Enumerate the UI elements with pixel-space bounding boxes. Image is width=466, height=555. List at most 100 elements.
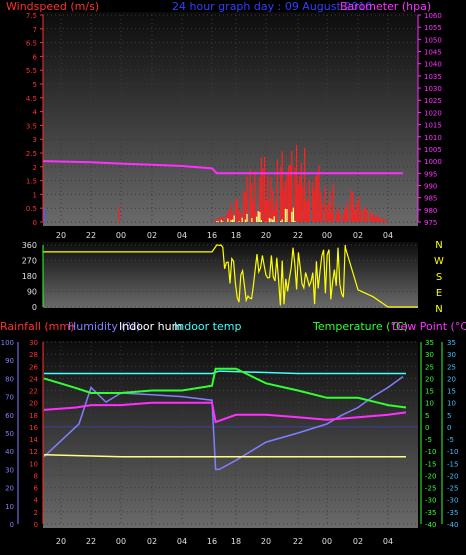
humidity-tick-label: 20	[5, 485, 14, 493]
barometer-tick-label: 1025	[424, 97, 442, 105]
humidity-tick-label: 0	[10, 521, 14, 529]
top-time-tick-label: 04	[383, 231, 393, 240]
barometer-tick-label: 1060	[424, 12, 442, 20]
rainfall-tick-label: 16	[29, 424, 38, 432]
dew-point-tick-label: 5	[447, 412, 451, 420]
dew-point-tick-label: -5	[447, 436, 454, 444]
wind-direction-line	[43, 244, 418, 308]
bottom-time-tick-label: 22	[293, 537, 303, 546]
rainfall-tick-label: 22	[29, 388, 38, 396]
temperature-label: Temperature (°C)	[312, 320, 408, 333]
dew-point-tick-label: 30	[447, 351, 456, 359]
temperature-tick-label: 30	[425, 351, 434, 359]
bottom-time-tick-label: 00	[116, 537, 126, 546]
indoor-hum-label: Indoor hum	[119, 320, 182, 333]
humidity-tick-label: 80	[5, 375, 14, 383]
barometer-tick-label: 1030	[424, 85, 442, 93]
windspeed-tick-label: 4.5	[26, 95, 37, 103]
barometer-line	[42, 160, 403, 175]
rainfall-tick-label: 6	[34, 485, 39, 493]
windspeed-tick-label: 3	[33, 136, 37, 144]
barometer-tick-label: 1055	[424, 24, 442, 32]
top-time-tick-label: 02	[147, 231, 157, 240]
rainfall-tick-label: 14	[29, 436, 38, 444]
temperature-tick-label: -10	[425, 448, 436, 456]
humidity-label: Humidity (%)	[68, 320, 140, 333]
rainfall-label: Rainfall (mm)	[0, 320, 74, 333]
windspeed-tick-label: 5.5	[26, 67, 37, 75]
dew-point-tick-label: 10	[447, 400, 456, 408]
bottom-time-tick-label: 20	[56, 537, 66, 546]
direction-tick-label: 270	[22, 257, 37, 266]
windspeed-tick-label: 3.5	[26, 122, 37, 130]
barometer-tick-label: 1035	[424, 73, 442, 81]
rainfall-tick-label: 4	[34, 497, 39, 505]
temperature-tick-label: -5	[425, 436, 432, 444]
rainfall-tick-label: 20	[29, 400, 38, 408]
barometer-tick-label: 975	[424, 219, 437, 227]
humidity-tick-label: 10	[5, 503, 14, 511]
dew-point-tick-label: -20	[447, 472, 458, 480]
barometer-tick-label: 1015	[424, 122, 442, 130]
dew-point-tick-label: 0	[447, 424, 451, 432]
humidity-tick-label: 50	[5, 430, 14, 438]
rainfall-tick-label: 0	[34, 521, 38, 529]
humidity-tick-label: 70	[5, 394, 14, 402]
dew-point-tick-label: -30	[447, 497, 458, 505]
top-time-tick-label: 22	[86, 231, 96, 240]
top-time-tick-label: 20	[56, 231, 66, 240]
top-time-tick-label: 16	[207, 231, 217, 240]
compass-letter: E	[436, 288, 442, 299]
top-time-tick-label: 04	[177, 231, 187, 240]
windspeed-tick-label: 7.5	[26, 12, 37, 20]
top-time-tick-label: 18	[231, 231, 241, 240]
compass-letter: S	[436, 272, 442, 283]
humidity-tick-label: 90	[5, 357, 14, 365]
temperature-tick-label: -25	[425, 485, 436, 493]
barometer-tick-label: 1045	[424, 49, 442, 57]
dew-point-line	[43, 401, 407, 424]
indoor-temp-label: Indoor temp	[174, 320, 241, 333]
windspeed-tick-label: 6	[33, 53, 38, 61]
direction-tick-label: 90	[27, 288, 37, 297]
temperature-tick-label: 10	[425, 400, 434, 408]
humidity-line	[43, 375, 404, 471]
compass-letter: W	[434, 256, 444, 267]
top-time-tick-label: 00	[116, 231, 126, 240]
rainfall-tick-label: 18	[29, 412, 38, 420]
bottom-time-tick-label: 00	[322, 537, 332, 546]
barometer-tick-label: 1000	[424, 158, 442, 166]
rainfall-tick-label: 28	[29, 351, 38, 359]
barometer-tick-label: 1010	[424, 134, 442, 142]
barometer-tick-label: 1050	[424, 36, 442, 44]
dew-point-tick-label: -15	[447, 460, 458, 468]
temperature-tick-label: 35	[425, 339, 434, 347]
windspeed-tick-label: 2.5	[26, 150, 37, 158]
dew-point-tick-label: 15	[447, 388, 456, 396]
windspeed-tick-label: 1	[33, 191, 37, 199]
temperature-tick-label: 25	[425, 363, 434, 371]
temperature-tick-label: 0	[425, 424, 429, 432]
rainfall-tick-label: 8	[34, 472, 38, 480]
windspeed-tick-label: 5	[33, 81, 37, 89]
bottom-time-tick-label: 22	[86, 537, 96, 546]
barometer-axis-title: Barometer (hpa)	[340, 0, 431, 13]
barometer-tick-label: 985	[424, 195, 437, 203]
temperature-tick-label: 5	[425, 412, 429, 420]
barometer-tick-label: 980	[424, 207, 437, 215]
windspeed-tick-label: 6.5	[26, 40, 37, 48]
rainfall-tick-label: 26	[29, 363, 38, 371]
dew-point-tick-label: 35	[447, 339, 456, 347]
bottom-time-tick-label: 02	[147, 537, 157, 546]
rainfall-tick-label: 12	[29, 448, 38, 456]
windspeed-tick-label: 2	[33, 164, 37, 172]
barometer-tick-label: 1005	[424, 146, 442, 154]
temperature-tick-label: -40	[425, 521, 436, 529]
humidity-tick-label: 60	[5, 412, 14, 420]
windspeed-axis-title: Windspeed (m/s)	[6, 0, 99, 13]
dew-point-tick-label: 25	[447, 363, 456, 371]
temperature-tick-label: -15	[425, 460, 436, 468]
humidity-tick-label: 30	[5, 466, 14, 474]
